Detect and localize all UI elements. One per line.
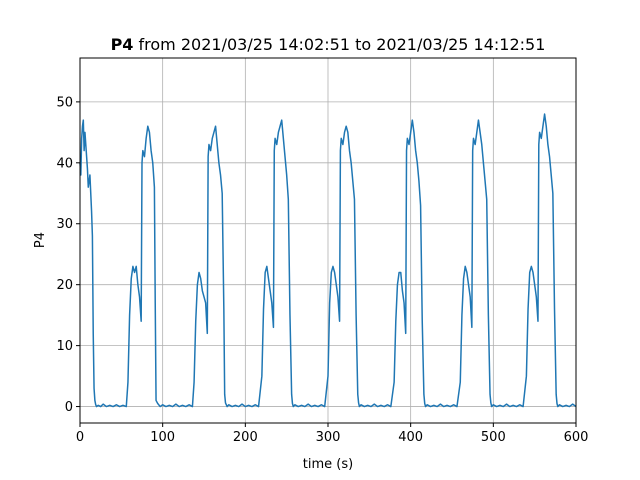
x-tick-label: 600 bbox=[564, 430, 589, 445]
y-axis-label: P4 bbox=[33, 232, 48, 248]
x-tick-label: 100 bbox=[150, 430, 175, 445]
x-tick-label: 300 bbox=[316, 430, 341, 445]
x-axis-label: time (s) bbox=[303, 457, 353, 472]
series-line-p4 bbox=[79, 113, 577, 408]
y-tick-label: 40 bbox=[56, 156, 73, 171]
chart-title: P4 from 2021/03/25 14:02:51 to 2021/03/2… bbox=[111, 35, 546, 54]
y-tick-label: 0 bbox=[65, 400, 73, 415]
x-tick-label: 0 bbox=[76, 430, 84, 445]
chart-title-bold: P4 bbox=[111, 35, 134, 54]
x-tick-label: 200 bbox=[233, 430, 258, 445]
x-axis-ticks: 0 100 200 300 400 500 600 bbox=[76, 423, 589, 445]
y-tick-label: 10 bbox=[56, 339, 73, 354]
y-axis-ticks: 0 10 20 30 40 50 bbox=[56, 95, 80, 415]
x-tick-label: 400 bbox=[398, 430, 423, 445]
y-tick-label: 20 bbox=[56, 278, 73, 293]
chart-title-rest: from 2021/03/25 14:02:51 to 2021/03/25 1… bbox=[133, 35, 545, 54]
y-tick-label: 50 bbox=[56, 95, 73, 110]
y-tick-label: 30 bbox=[56, 217, 73, 232]
x-tick-label: 500 bbox=[481, 430, 506, 445]
